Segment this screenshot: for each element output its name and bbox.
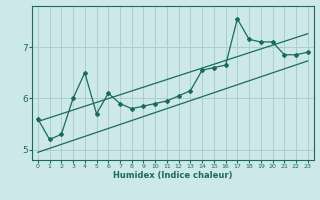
X-axis label: Humidex (Indice chaleur): Humidex (Indice chaleur) — [113, 171, 233, 180]
